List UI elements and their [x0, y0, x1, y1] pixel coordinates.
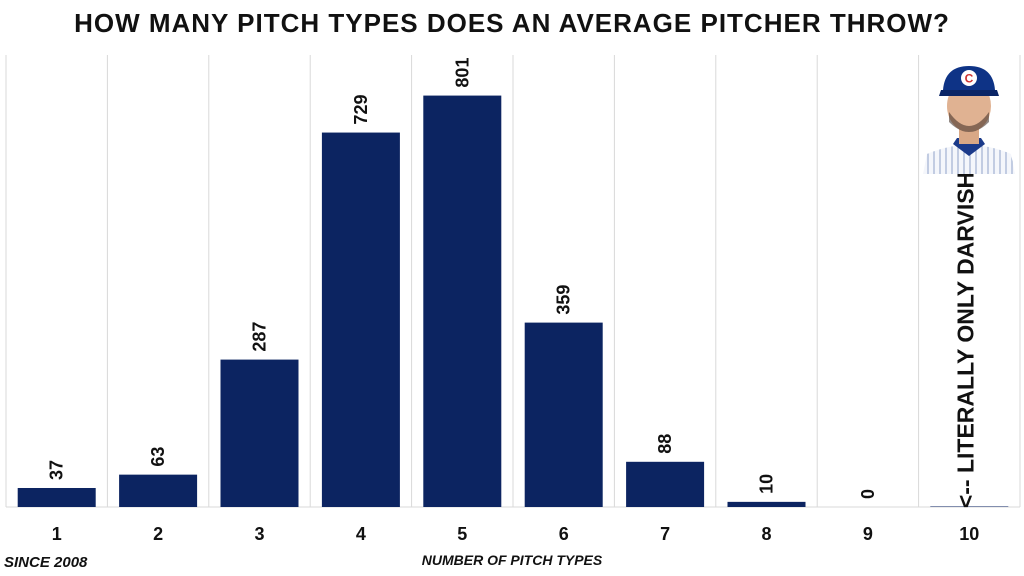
- bar-2: [119, 474, 198, 507]
- since-note: SINCE 2008: [4, 554, 88, 571]
- pitcher-photo: C: [923, 66, 1015, 174]
- x-tick-6: 6: [559, 524, 569, 544]
- x-tick-10: 10: [959, 524, 979, 544]
- bar-10: [930, 506, 1009, 507]
- x-tick-9: 9: [863, 524, 873, 544]
- bar-3: [220, 359, 299, 507]
- darvish-annotation: <-- LITERALLY ONLY DARVISH: [952, 171, 979, 509]
- svg-text:C: C: [965, 72, 974, 86]
- data-label-2: 63: [148, 447, 168, 467]
- x-tick-3: 3: [254, 524, 264, 544]
- x-axis-label: NUMBER OF PITCH TYPES: [421, 552, 603, 568]
- data-label-5: 801: [452, 58, 472, 88]
- x-tick-1: 1: [52, 524, 62, 544]
- data-label-7: 88: [655, 434, 675, 454]
- x-tick-4: 4: [356, 524, 366, 544]
- bar-4: [321, 132, 400, 508]
- data-label-8: 10: [757, 474, 777, 494]
- x-tick-2: 2: [153, 524, 163, 544]
- data-label-6: 359: [554, 285, 574, 315]
- bar-8: [727, 501, 806, 507]
- x-tick-7: 7: [660, 524, 670, 544]
- bar-6: [524, 322, 603, 507]
- bar-1: [17, 487, 96, 507]
- data-label-3: 287: [250, 322, 270, 352]
- data-label-9: 0: [858, 489, 878, 499]
- x-tick-5: 5: [457, 524, 467, 544]
- bar-5: [423, 95, 502, 507]
- data-label-4: 729: [351, 95, 371, 125]
- x-tick-8: 8: [761, 524, 771, 544]
- chart-title: HOW MANY PITCH TYPES DOES AN AVERAGE PIT…: [74, 8, 950, 38]
- bar-7: [626, 461, 705, 507]
- data-label-1: 37: [47, 460, 67, 480]
